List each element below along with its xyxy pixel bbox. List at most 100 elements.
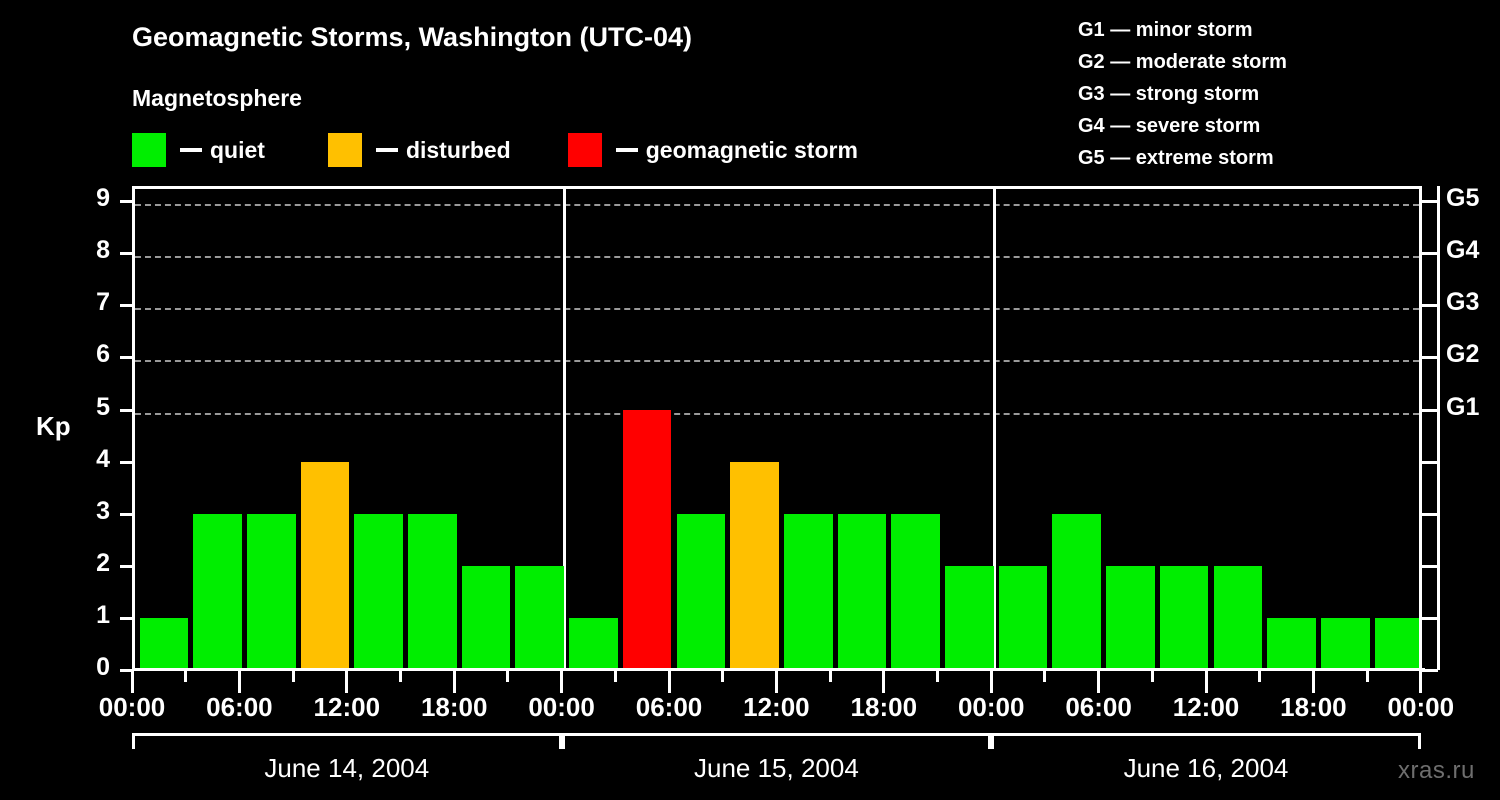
g-tick-mark-kp-4 (1422, 460, 1438, 464)
bar (1267, 617, 1316, 670)
y-tick-label-8: 8 (96, 236, 110, 265)
x-tick-minor (399, 671, 402, 682)
x-tick-label: 06:00 (635, 692, 703, 722)
y-tick-mark-9 (120, 200, 132, 204)
x-tick-major (1311, 671, 1315, 693)
x-tick-label: 18:00 (420, 692, 488, 722)
gridline-kp-8 (135, 256, 1419, 259)
legend-item-quiet: quiet (132, 133, 265, 167)
legend-dash-icon (180, 148, 202, 152)
y-tick-label-2: 2 (96, 548, 110, 577)
legend-swatch-quiet (132, 133, 166, 167)
day-separator-1 (563, 189, 567, 670)
day-bracket-2 (561, 733, 992, 749)
legend-swatch-disturbed (327, 133, 362, 167)
g-legend-row-g1: G1 — minor storm (1078, 19, 1253, 41)
g-tick-mark-kp-5 (1422, 408, 1438, 412)
x-tick-minor (1365, 671, 1369, 682)
legend-dash-icon (375, 148, 398, 152)
day-bracket-1 (132, 733, 562, 749)
page-title: Geomagnetic Storms, Washington (UTC-04) (132, 22, 693, 52)
bar (1320, 617, 1370, 670)
bar (1374, 617, 1419, 670)
bar (246, 513, 296, 670)
g-legend-row-g5: G5 — extreme storm (1078, 147, 1274, 169)
x-tick-major (452, 671, 456, 693)
g-tick-mark-kp-7 (1422, 304, 1438, 308)
bar (837, 513, 887, 670)
color-legend: quiet disturbed geomagnetic storm (132, 132, 858, 168)
g-tick-label-g2: G2 (1446, 340, 1480, 369)
x-axis-line (132, 668, 1425, 671)
x-tick-major (667, 671, 671, 693)
y-tick-mark-5 (120, 408, 132, 412)
x-tick-major (1419, 671, 1423, 693)
chart-subtitle: Magnetosphere (132, 85, 302, 111)
y-tick-mark-4 (120, 460, 132, 464)
bar (1106, 565, 1155, 670)
x-tick-minor (936, 671, 939, 682)
g-tick-mark-kp-2 (1422, 564, 1438, 568)
g-tick-mark-kp-8 (1422, 252, 1438, 256)
bar (998, 565, 1048, 670)
y-tick-label-0: 0 (96, 653, 110, 681)
y-tick-mark-2 (120, 564, 132, 568)
legend-label-quiet: quiet (210, 136, 265, 163)
x-tick-minor (184, 671, 188, 682)
x-tick-major (1097, 671, 1101, 693)
gridline-kp-9 (135, 204, 1419, 207)
x-tick-major (130, 671, 134, 693)
y-tick-mark-0 (120, 669, 132, 672)
day-label-1: June 14, 2004 (264, 753, 430, 783)
y-tick-label-9: 9 (96, 184, 110, 213)
g-tick-mark-kp-6 (1422, 356, 1438, 360)
legend-dash-icon (615, 148, 638, 152)
bar (569, 617, 618, 670)
day-label-2: June 15, 2004 (693, 753, 859, 783)
x-tick-label: 18:00 (1280, 692, 1347, 722)
legend-label-storm: geomagnetic storm (645, 136, 858, 163)
x-tick-minor (1258, 671, 1262, 682)
y-axis-title: Kp (36, 411, 71, 441)
bar (1213, 565, 1263, 670)
g-tick-label-g4: G4 (1446, 236, 1480, 265)
legend-swatch-storm (567, 133, 602, 167)
plot-area (132, 186, 1422, 670)
x-tick-minor (828, 671, 832, 682)
x-tick-label: 12:00 (743, 692, 810, 722)
y-tick-label-4: 4 (96, 444, 110, 473)
bar (1052, 513, 1102, 670)
day-bracket-3 (991, 733, 1421, 749)
x-tick-minor (1043, 671, 1047, 682)
x-tick-major (989, 671, 993, 693)
g-legend-row-g4: G4 — severe storm (1078, 115, 1261, 137)
x-tick-label: 00:00 (528, 692, 595, 722)
watermark: xras.ru (1398, 757, 1475, 784)
x-tick-minor (1150, 671, 1154, 682)
legend-label-disturbed: disturbed (405, 136, 511, 163)
bar (300, 461, 350, 670)
day-label-3: June 16, 2004 (1123, 753, 1289, 783)
x-tick-major (345, 671, 349, 693)
bar (730, 461, 779, 670)
x-tick-label: 00:00 (1387, 692, 1455, 722)
y-tick-label-7: 7 (96, 288, 110, 317)
x-tick-major (560, 671, 564, 693)
bar (354, 513, 403, 670)
bar (676, 513, 726, 670)
g-tick-mark-kp-0 (1422, 669, 1438, 672)
x-tick-minor (506, 671, 510, 682)
bar (945, 565, 994, 670)
x-tick-major (237, 671, 241, 693)
x-tick-major (774, 671, 778, 693)
bar (193, 513, 242, 670)
bar (461, 565, 511, 670)
bar (622, 409, 672, 670)
y-tick-mark-6 (120, 356, 132, 360)
y-tick-label-6: 6 (96, 340, 110, 369)
y-tick-label-1: 1 (96, 600, 110, 629)
g-tick-label-g3: G3 (1446, 288, 1480, 317)
g-legend-row-g3: G3 — strong storm (1078, 83, 1260, 105)
x-tick-minor (291, 671, 295, 682)
legend-item-disturbed: disturbed (327, 133, 511, 167)
